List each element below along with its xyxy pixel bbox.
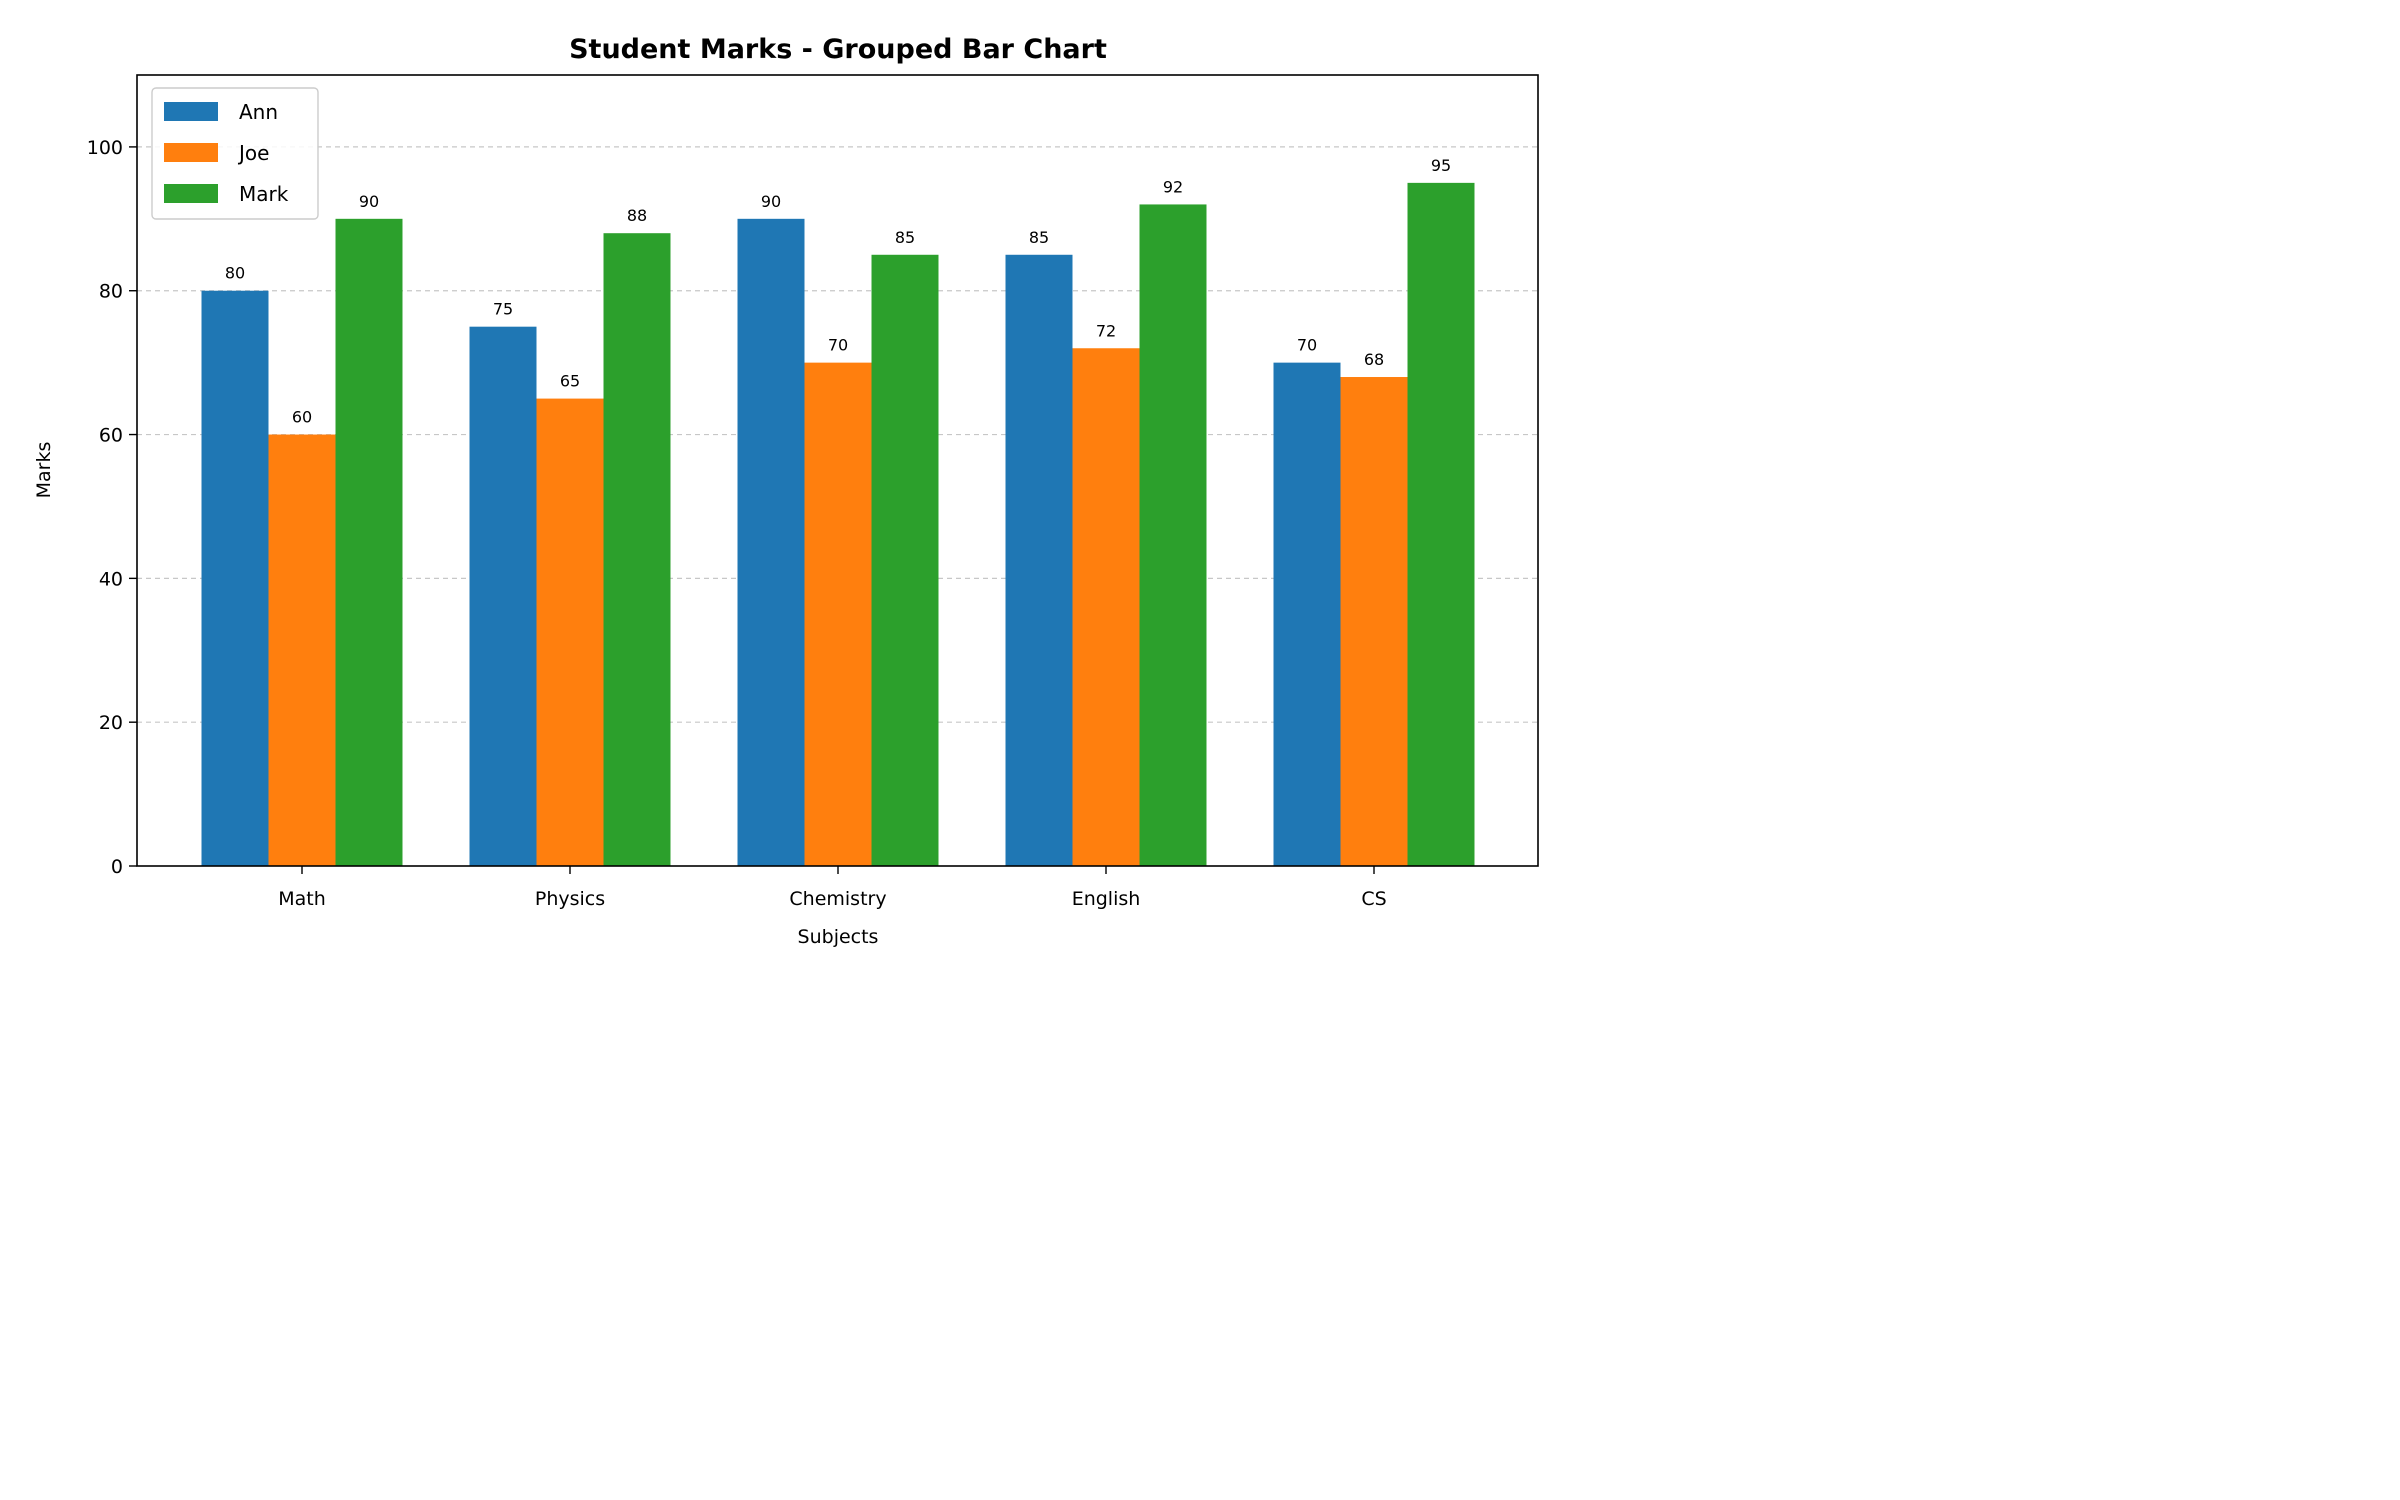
bar-joe-math [268, 434, 336, 866]
y-tick-label-40: 40 [99, 568, 123, 590]
chart-title: Student Marks - Grouped Bar Chart [569, 34, 1107, 65]
y-axis-ticks: 0 20 40 60 80 100 [87, 137, 137, 878]
chart-container: Student Marks - Grouped Bar Chart 80 75 90… [0, 0, 1560, 975]
data-label-mark-chemistry: 85 [895, 228, 915, 247]
legend-swatch-mark [164, 184, 218, 203]
bar-joe-chemistry [804, 362, 872, 866]
data-label-ann-cs: 70 [1297, 336, 1317, 355]
data-label-joe-physics: 65 [560, 372, 580, 391]
y-tick-label-20: 20 [99, 712, 123, 734]
bar-ann-english [1005, 254, 1073, 867]
bar-joe-english [1072, 348, 1140, 867]
bar-ann-physics [469, 326, 537, 866]
bar-joe-cs [1340, 377, 1408, 866]
legend-swatch-ann [164, 102, 218, 121]
x-axis-ticks: Math Physics Chemistry English CS [278, 866, 1387, 910]
data-label-ann-english: 85 [1029, 228, 1049, 247]
data-label-ann-math: 80 [225, 264, 245, 283]
grouped-bar-chart: Student Marks - Grouped Bar Chart 80 75 90… [33, 34, 1539, 948]
x-tick-label-physics: Physics [535, 888, 605, 910]
legend-label-joe: Joe [237, 141, 269, 165]
y-tick-label-80: 80 [99, 281, 123, 303]
legend: Ann Joe Mark [151, 87, 319, 220]
x-tick-label-math: Math [278, 888, 326, 910]
bars [201, 182, 1475, 867]
data-label-joe-english: 72 [1096, 321, 1116, 340]
bar-mark-chemistry [871, 254, 939, 867]
y-tick-label-0: 0 [111, 856, 123, 878]
legend-label-mark: Mark [239, 182, 289, 206]
x-tick-label-cs: CS [1361, 888, 1386, 910]
data-labels: 80 75 90 85 70 60 65 70 72 68 90 88 85 92 95 [225, 156, 1451, 427]
data-label-joe-math: 60 [292, 408, 312, 427]
bar-ann-math [201, 290, 269, 866]
data-label-joe-cs: 68 [1364, 350, 1384, 369]
legend-swatch-joe [164, 143, 218, 162]
bar-ann-chemistry [737, 218, 805, 866]
bar-mark-english [1139, 204, 1207, 866]
data-label-mark-english: 92 [1163, 177, 1183, 196]
bar-mark-physics [603, 233, 671, 866]
x-tick-label-english: English [1072, 888, 1141, 910]
bar-joe-physics [536, 398, 604, 866]
data-label-mark-math: 90 [359, 192, 379, 211]
legend-label-ann: Ann [239, 100, 278, 124]
data-label-mark-cs: 95 [1431, 156, 1451, 175]
data-label-ann-physics: 75 [493, 300, 513, 319]
data-label-joe-chemistry: 70 [828, 336, 848, 355]
data-label-mark-physics: 88 [627, 206, 647, 225]
bar-mark-math [335, 218, 403, 866]
bar-mark-cs [1407, 182, 1475, 866]
y-tick-label-100: 100 [87, 137, 123, 159]
y-tick-label-60: 60 [99, 425, 123, 447]
y-axis-label: Marks [33, 442, 55, 499]
x-axis-label: Subjects [798, 926, 879, 948]
data-label-ann-chemistry: 90 [761, 192, 781, 211]
bar-ann-cs [1273, 362, 1341, 866]
x-tick-label-chemistry: Chemistry [789, 888, 886, 910]
